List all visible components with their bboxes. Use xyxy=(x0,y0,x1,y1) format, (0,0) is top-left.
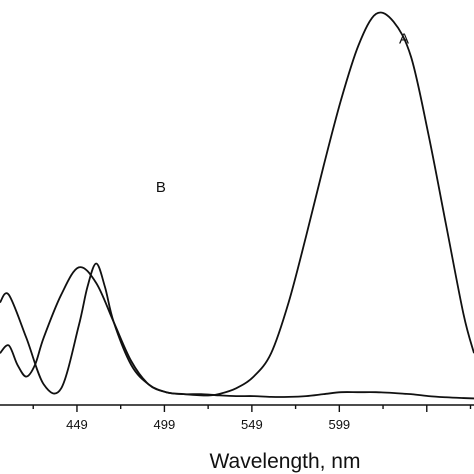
plot-area: 449 499 549 599 AB Wavelength, nm xyxy=(0,11,474,473)
x-tick-label: 599 xyxy=(328,417,350,432)
series-label-b: B xyxy=(156,179,166,196)
x-tick-label: 549 xyxy=(241,417,263,432)
series-curves xyxy=(0,11,474,400)
x-axis-tick-labels: 449 499 549 599 xyxy=(66,417,350,432)
x-tick-label: 449 xyxy=(66,417,88,432)
series-line-a xyxy=(0,266,474,400)
x-axis-title: Wavelength, nm xyxy=(210,450,361,473)
series-label-a: A xyxy=(399,31,409,48)
series-annotations: AB xyxy=(156,31,409,196)
series-line-b xyxy=(0,11,474,397)
x-tick-label: 499 xyxy=(154,417,176,432)
x-axis-ticks xyxy=(32,405,472,412)
